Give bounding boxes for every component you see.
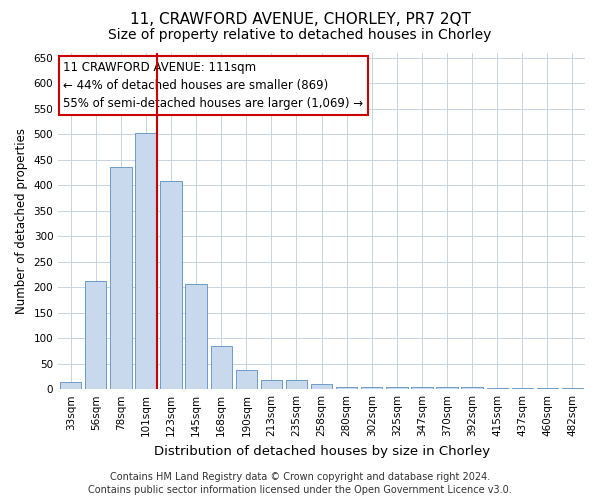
Bar xyxy=(85,281,106,389)
Bar xyxy=(461,386,483,389)
Bar xyxy=(261,380,282,389)
Bar xyxy=(336,386,358,389)
Bar xyxy=(487,388,508,389)
X-axis label: Distribution of detached houses by size in Chorley: Distribution of detached houses by size … xyxy=(154,444,490,458)
Bar xyxy=(136,132,157,389)
Text: Size of property relative to detached houses in Chorley: Size of property relative to detached ho… xyxy=(109,28,491,42)
Bar xyxy=(562,388,583,389)
Bar xyxy=(512,388,533,389)
Bar xyxy=(436,386,458,389)
Text: 11, CRAWFORD AVENUE, CHORLEY, PR7 2QT: 11, CRAWFORD AVENUE, CHORLEY, PR7 2QT xyxy=(130,12,470,28)
Text: Contains HM Land Registry data © Crown copyright and database right 2024.
Contai: Contains HM Land Registry data © Crown c… xyxy=(88,472,512,495)
Bar xyxy=(185,284,207,389)
Bar xyxy=(60,382,82,389)
Bar xyxy=(411,386,433,389)
Bar xyxy=(361,386,382,389)
Bar xyxy=(537,388,558,389)
Bar xyxy=(160,180,182,389)
Bar xyxy=(211,346,232,389)
Text: 11 CRAWFORD AVENUE: 111sqm
← 44% of detached houses are smaller (869)
55% of sem: 11 CRAWFORD AVENUE: 111sqm ← 44% of deta… xyxy=(64,61,364,110)
Bar xyxy=(110,167,131,389)
Bar xyxy=(286,380,307,389)
Bar xyxy=(386,386,407,389)
Bar xyxy=(236,370,257,389)
Bar xyxy=(311,384,332,389)
Y-axis label: Number of detached properties: Number of detached properties xyxy=(15,128,28,314)
